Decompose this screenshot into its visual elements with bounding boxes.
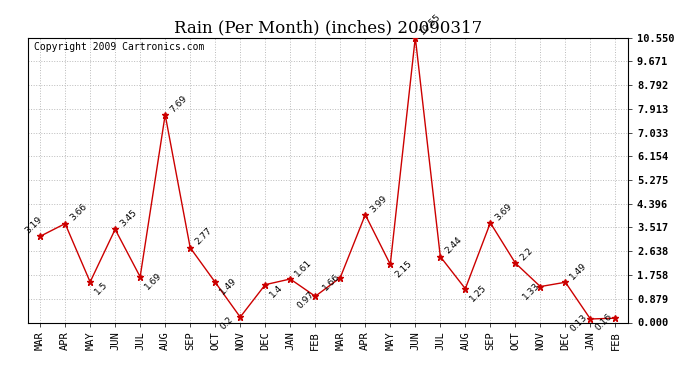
Text: 2.2: 2.2: [518, 246, 535, 262]
Text: 3.99: 3.99: [368, 194, 388, 214]
Text: 1.25: 1.25: [468, 283, 489, 303]
Text: 3.45: 3.45: [118, 208, 139, 228]
Title: Rain (Per Month) (inches) 20090317: Rain (Per Month) (inches) 20090317: [174, 19, 482, 36]
Text: 1.61: 1.61: [293, 258, 313, 278]
Text: 1.66: 1.66: [321, 272, 342, 292]
Text: 0.97: 0.97: [296, 290, 317, 311]
Text: 2.15: 2.15: [393, 258, 413, 279]
Text: 3.66: 3.66: [68, 202, 88, 223]
Text: 2.77: 2.77: [193, 226, 213, 247]
Text: 0.2: 0.2: [218, 315, 235, 332]
Text: 1.69: 1.69: [143, 271, 164, 291]
Text: 3.19: 3.19: [23, 215, 44, 236]
Text: 0.13: 0.13: [568, 313, 589, 333]
Text: 7.69: 7.69: [168, 93, 188, 114]
Text: 1.49: 1.49: [218, 276, 239, 297]
Text: 3.69: 3.69: [493, 201, 513, 222]
Text: 1.5: 1.5: [93, 280, 110, 297]
Text: 1.33: 1.33: [521, 280, 542, 301]
Text: 0.16: 0.16: [593, 312, 614, 333]
Text: 2.44: 2.44: [443, 236, 464, 256]
Text: 10.55: 10.55: [418, 12, 443, 37]
Text: 1.4: 1.4: [268, 283, 284, 299]
Text: Copyright 2009 Cartronics.com: Copyright 2009 Cartronics.com: [34, 42, 204, 52]
Text: 1.49: 1.49: [568, 261, 589, 282]
